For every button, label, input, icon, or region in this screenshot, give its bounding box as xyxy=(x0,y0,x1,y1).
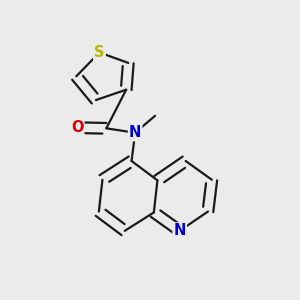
Text: O: O xyxy=(71,120,83,135)
Text: S: S xyxy=(94,45,105,60)
Text: N: N xyxy=(173,223,186,238)
Text: N: N xyxy=(129,125,141,140)
